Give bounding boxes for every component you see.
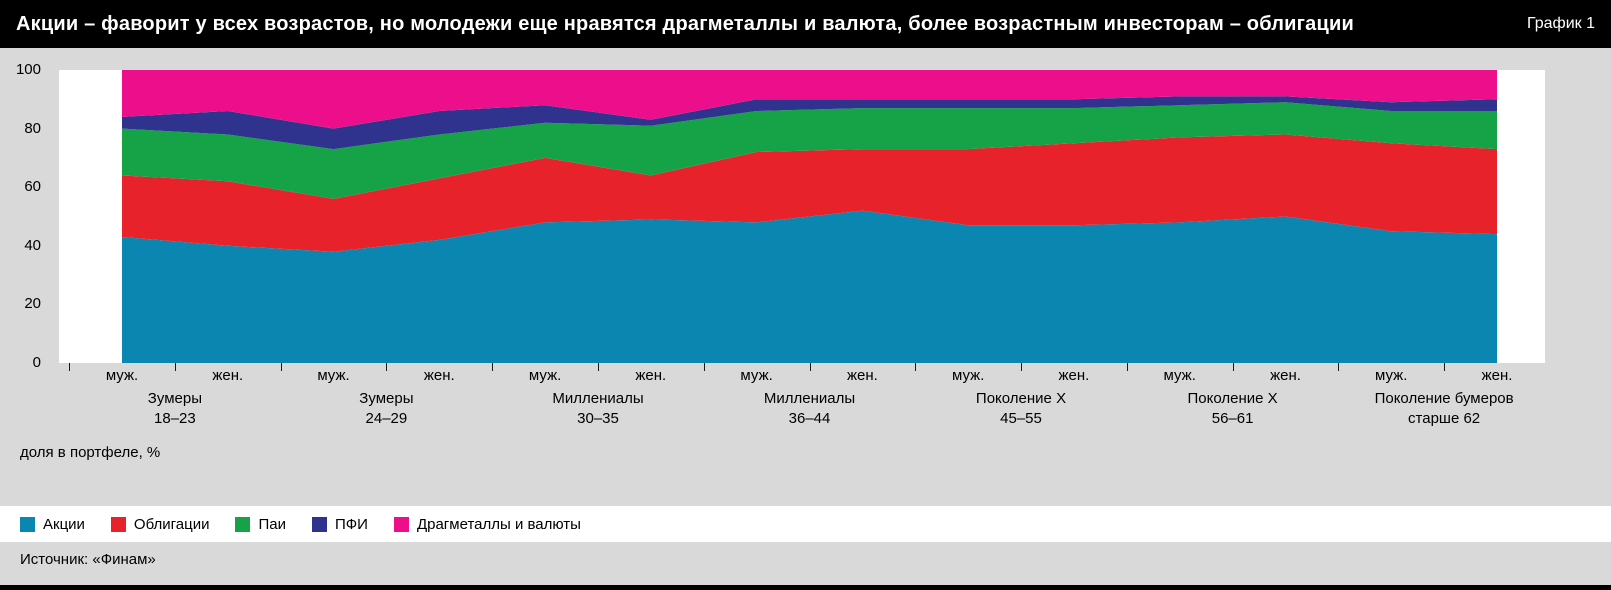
figure-number-label: График 1 (1526, 15, 1595, 32)
legend-swatch-icon (312, 516, 327, 532)
chart-title-bar: Акции – фаворит у всех возрастов, но мол… (0, 0, 1611, 48)
legend-swatch-icon (20, 516, 35, 532)
x-group-label-name: Зумеры (147, 390, 202, 407)
x-group-label-name: Поколение бумеров (1374, 390, 1514, 407)
legend-item-2: Паи (235, 516, 286, 533)
x-tick-mark (598, 363, 599, 371)
y-axis-unit-label: доля в портфеле, % (20, 444, 161, 461)
x-group-label: Поколение X 45–55 (976, 389, 1066, 429)
x-tick-label: жен. (423, 367, 455, 384)
y-tick-label: 100 (15, 61, 41, 78)
legend-label: Драгметаллы и валюты (416, 515, 581, 533)
plot-area (59, 70, 1545, 363)
x-tick-label: муж. (1375, 367, 1408, 384)
x-tick-label: жен. (1270, 367, 1301, 384)
x-tick-label: муж. (317, 367, 350, 384)
stacked-area-chart (122, 70, 1497, 363)
series-area-0 (122, 210, 1497, 363)
legend-label: ПФИ (335, 515, 368, 533)
x-group-label: Зумеры 24–29 (359, 389, 413, 429)
x-tick-mark (280, 363, 282, 371)
x-tick-label: муж. (105, 367, 139, 384)
x-tick-mark (492, 363, 494, 371)
x-tick-mark (386, 363, 388, 371)
legend-swatch-icon (235, 516, 251, 532)
x-group-label-name: Зумеры (359, 390, 414, 407)
x-tick-label: жен. (635, 367, 667, 384)
x-tick-label: жен. (846, 367, 878, 384)
x-tick-label: жен. (1058, 367, 1090, 384)
bottom-border-bar (0, 585, 1611, 590)
x-group-label-name: Поколение X (1187, 390, 1278, 407)
x-tick-mark (703, 363, 705, 371)
y-axis: 0 20 40 60 80 100 (0, 62, 51, 371)
legend-label: Акции (43, 515, 85, 533)
x-group-label-name: Поколение X (975, 390, 1067, 407)
x-group-label: Миллениалы 36–44 (764, 389, 855, 429)
legend-item-3: ПФИ (312, 516, 368, 533)
legend-label: Облигации (133, 515, 210, 533)
x-group-label: Миллениалы 30–35 (552, 389, 643, 429)
y-tick-label: 20 (24, 295, 41, 313)
y-tick-label: 80 (24, 119, 41, 137)
legend-swatch-icon (110, 516, 126, 532)
x-group-label: Поколение бумеров старше 62 (1375, 389, 1514, 429)
x-tick-label: жен. (1481, 367, 1513, 384)
x-group-label: Поколение X 56–61 (1188, 389, 1278, 429)
legend-swatch-icon (393, 516, 409, 532)
x-tick-mark (69, 363, 71, 371)
x-group-label-name: Миллениалы (552, 390, 644, 407)
x-tick-mark (174, 363, 176, 371)
x-axis: муж. жен. муж. жен. муж. жен. муж. жен. муж. жен.… (59, 363, 1545, 458)
x-tick-label: муж. (1163, 367, 1196, 384)
source-label: Источник: «Финам» (20, 551, 156, 568)
x-tick-mark (1126, 363, 1128, 371)
x-tick-mark (809, 363, 811, 371)
legend-item-1: Облигации (110, 515, 210, 533)
x-group-label-age: 56–61 (1211, 410, 1254, 427)
x-group-label-name: Миллениалы (763, 390, 856, 407)
legend-label: Паи (258, 515, 286, 533)
series-area-3 (122, 96, 1497, 150)
x-group-label-age: 24–29 (365, 410, 408, 427)
chart-title: Акции – фаворит у всех возрастов, но мол… (16, 12, 1354, 35)
x-tick-label: жен. (212, 367, 244, 384)
y-tick-label: 0 (32, 354, 41, 371)
x-group-label-age: 18–23 (154, 410, 196, 427)
x-group-label-age: 36–44 (788, 410, 831, 427)
x-tick-mark (1232, 363, 1234, 371)
x-tick-mark (1444, 363, 1446, 371)
x-tick-label: муж. (740, 367, 773, 384)
x-group-label-age: 45–55 (1000, 410, 1042, 427)
x-tick-mark (1338, 363, 1340, 371)
x-group-label-age: 30–35 (577, 410, 619, 427)
x-tick-mark (915, 363, 917, 371)
x-tick-mark (1021, 363, 1022, 371)
legend: Акции Облигации Паи ПФИ Драгметаллы и валюты (0, 506, 1611, 542)
x-group-label: Зумеры 18–23 (148, 389, 202, 429)
series-area-1 (122, 134, 1497, 252)
x-group-label-age: старше 62 (1408, 410, 1481, 427)
legend-item-4: Драгметаллы и валюты (393, 515, 581, 533)
legend-item-0: Акции (20, 516, 85, 533)
series-area-4 (122, 70, 1497, 129)
y-tick-label: 40 (24, 236, 41, 254)
x-tick-label: муж. (952, 367, 985, 384)
y-tick-label: 60 (24, 178, 41, 196)
series-area-2 (122, 102, 1497, 199)
x-tick-label: муж. (528, 367, 562, 384)
